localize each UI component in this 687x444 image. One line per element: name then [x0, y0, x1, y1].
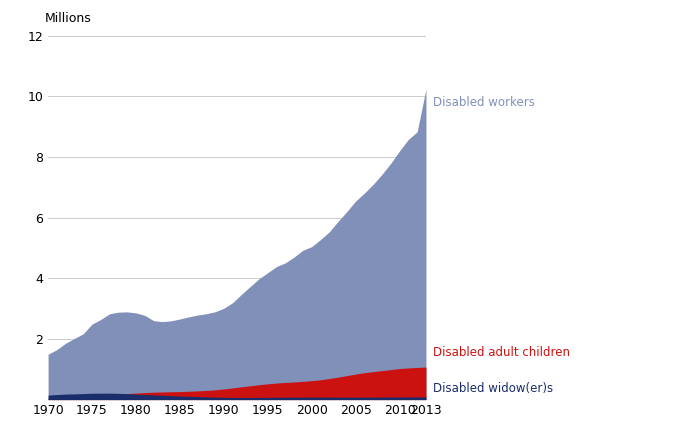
Text: Disabled widow(er)s: Disabled widow(er)s: [433, 382, 553, 396]
Text: Millions: Millions: [44, 12, 91, 24]
Text: Disabled workers: Disabled workers: [433, 96, 535, 109]
Text: Disabled adult children: Disabled adult children: [433, 346, 570, 359]
